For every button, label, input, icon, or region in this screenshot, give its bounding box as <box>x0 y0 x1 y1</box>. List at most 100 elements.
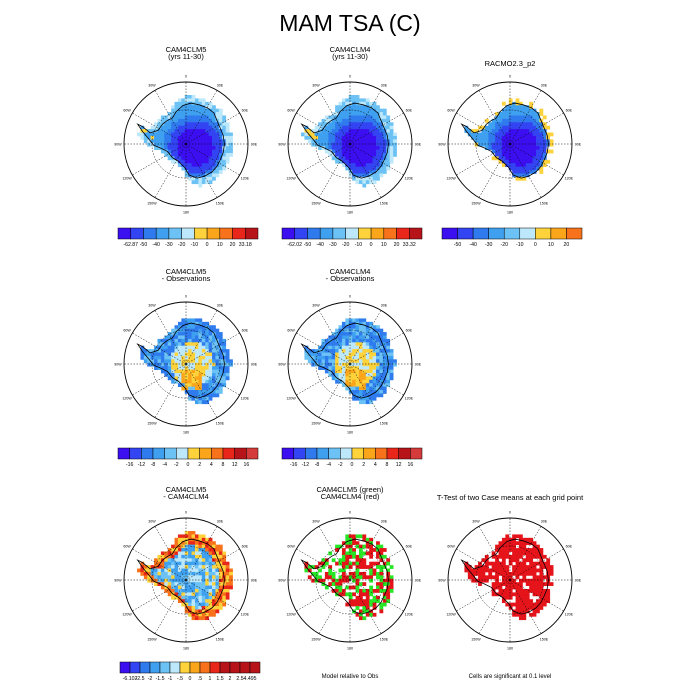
grid-cell <box>512 139 516 144</box>
grid-cell <box>522 132 527 137</box>
grid-cell <box>501 575 506 580</box>
grid-cell <box>194 325 199 330</box>
grid-cell <box>225 349 230 353</box>
grid-cell <box>338 349 343 353</box>
grid-cell <box>171 544 175 549</box>
grid-cell <box>318 575 322 580</box>
grid-cell <box>372 386 377 391</box>
grid-cell <box>171 595 175 600</box>
grid-cell <box>379 159 384 164</box>
grid-cell <box>212 352 216 357</box>
grid-cell <box>376 366 380 370</box>
grid-cell <box>184 342 189 347</box>
grid-cell <box>318 366 322 370</box>
grid-cell <box>201 112 206 116</box>
grid-cell <box>539 166 544 171</box>
grid-cell <box>198 163 203 168</box>
grid-cell <box>147 359 152 364</box>
colorbar-tick-label: 20 <box>564 242 570 248</box>
grid-cell <box>549 132 554 137</box>
grid-cell <box>205 125 210 130</box>
grid-cell <box>331 355 336 360</box>
grid-cell <box>362 139 367 144</box>
grid-cell <box>491 554 496 559</box>
meridian <box>349 579 404 612</box>
grid-cell <box>215 578 220 583</box>
grid-cell <box>352 152 356 157</box>
grid-cell <box>194 146 199 150</box>
grid-cell <box>328 369 333 374</box>
grid-cell <box>201 400 206 405</box>
grid-cell <box>225 359 230 364</box>
colorbar-tick-label: 2 <box>362 462 365 468</box>
grid-cell <box>505 541 510 546</box>
map-label: 60E <box>242 329 249 333</box>
colorbar-tick-label: 2 <box>198 462 201 468</box>
grid-cell <box>508 585 513 590</box>
colorbar-swatch <box>119 661 131 674</box>
grid-cell <box>495 139 499 144</box>
grid-cell <box>205 390 210 394</box>
grid-cell <box>191 342 196 347</box>
grid-cell <box>205 582 210 586</box>
grid-cell <box>201 101 206 106</box>
grid-cell <box>341 342 346 347</box>
grid-cell <box>208 105 213 110</box>
map-label: 60W <box>447 109 455 113</box>
grid-cell <box>171 362 175 367</box>
grid-cell <box>365 537 370 542</box>
grid-cell <box>177 582 182 586</box>
grid-cell <box>191 159 196 164</box>
map-boundary <box>447 81 573 207</box>
grid-cell <box>529 139 534 144</box>
grid-cell <box>208 112 213 116</box>
grid-cell <box>181 602 186 607</box>
grid-cell <box>194 345 199 350</box>
grid-cell <box>177 135 182 140</box>
grid-cell <box>328 132 333 137</box>
grid-cell <box>331 571 336 576</box>
grid-cell <box>208 176 213 181</box>
grid-cell <box>318 359 322 364</box>
grid-cell <box>345 602 350 607</box>
colorbar-tick-label: 1.5 <box>216 676 223 682</box>
grid-cell <box>147 565 152 569</box>
grid-cell <box>191 180 196 185</box>
grid-cell <box>512 170 516 174</box>
grid-cell <box>525 565 530 569</box>
grid-cell <box>225 139 230 144</box>
map-boundary <box>447 517 573 643</box>
grid-cell <box>338 335 343 340</box>
grid-cell <box>171 568 175 573</box>
panel-subtitle: CAM4CLM4 (red) <box>320 492 380 501</box>
grid-cell <box>525 118 530 123</box>
grid-cell <box>372 612 377 617</box>
grid-cell <box>536 561 540 566</box>
grid-cell <box>191 393 196 398</box>
grid-cell <box>188 129 192 133</box>
map-boundary <box>123 517 249 643</box>
grid-cell <box>372 379 377 384</box>
colorbar-tick-label: 0 <box>189 676 192 682</box>
grid-cell <box>484 554 489 559</box>
grid-cell <box>198 170 203 174</box>
grid-cell <box>369 342 374 347</box>
grid-cell <box>379 342 384 347</box>
grid-cell <box>201 149 206 154</box>
grid-cell <box>376 349 380 353</box>
map-label: 150W <box>147 421 157 425</box>
grid-cell <box>355 112 360 116</box>
grid-cell <box>137 568 141 573</box>
grid-cell <box>355 541 360 546</box>
grid-cell <box>215 173 220 178</box>
grid-cell <box>372 335 377 340</box>
grid-cell <box>194 166 199 171</box>
grid-cell <box>198 342 203 347</box>
grid-cell <box>198 376 203 381</box>
grid-cell <box>369 561 374 566</box>
grid-cell <box>515 149 520 154</box>
grid-cell <box>341 149 346 154</box>
grid-cell <box>495 565 499 569</box>
meridian <box>132 579 187 612</box>
